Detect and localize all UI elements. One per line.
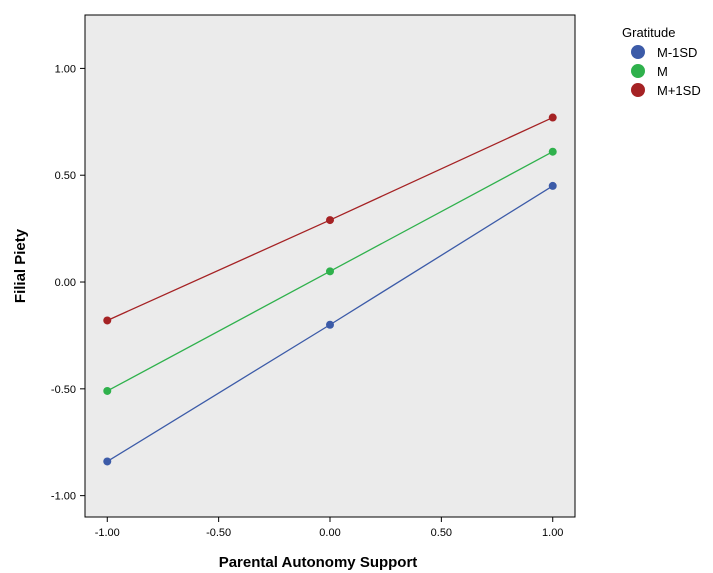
x-tick-label: 0.50	[431, 527, 452, 539]
data-point-m-1sd	[326, 320, 334, 329]
y-tick-label: 0.50	[55, 170, 76, 182]
plot-area	[84, 14, 576, 518]
data-point-m	[326, 267, 334, 276]
legend-title: Gratitude	[622, 25, 675, 40]
data-point-m	[548, 147, 557, 156]
x-axis-title: Parental Autonomy Support	[219, 554, 418, 571]
x-tick-label: -1.00	[95, 527, 120, 539]
y-axis-title: Filial Piety	[12, 228, 29, 303]
data-point-m-1sd	[548, 181, 557, 190]
y-tick-label: -0.50	[51, 384, 76, 396]
y-axis: -1.00 -0.50 0.00 0.50 1.00	[51, 63, 85, 503]
legend-label-m: M	[657, 64, 668, 79]
data-point-mplus1sd	[548, 113, 557, 122]
data-point-mplus1sd	[103, 316, 112, 325]
data-point-mplus1sd	[326, 216, 334, 225]
data-point-m	[103, 386, 112, 395]
legend: Gratitude M-1SD M M+1SD	[622, 25, 701, 98]
y-tick-label: 0.00	[55, 277, 76, 289]
y-tick-label: 1.00	[55, 63, 76, 75]
x-tick-label: 1.00	[542, 527, 563, 539]
legend-label-m-1sd: M-1SD	[657, 45, 697, 60]
x-axis: -1.00 -0.50 0.00 0.50 1.00	[95, 517, 563, 539]
legend-marker-m-1sd	[631, 45, 645, 59]
x-tick-label: 0.00	[319, 527, 340, 539]
data-point-m-1sd	[103, 457, 112, 466]
x-tick-label: -0.50	[206, 527, 231, 539]
legend-marker-mplus1sd	[631, 83, 645, 97]
series-layer	[103, 113, 557, 466]
y-tick-label: -1.00	[51, 491, 76, 503]
legend-label-mplus1sd: M+1SD	[657, 83, 701, 98]
legend-marker-m	[631, 64, 645, 78]
